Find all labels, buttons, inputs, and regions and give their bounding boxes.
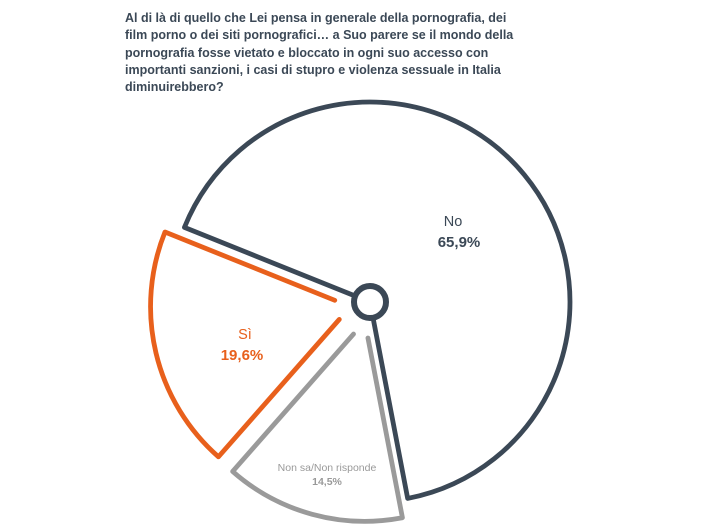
svg-text:Sì: Sì xyxy=(238,327,252,343)
svg-text:19,6%: 19,6% xyxy=(221,347,264,364)
svg-text:Non sa/Non risponde: Non sa/Non risponde xyxy=(278,462,377,474)
svg-text:No: No xyxy=(444,214,463,230)
svg-text:65,9%: 65,9% xyxy=(438,234,481,251)
svg-text:14,5%: 14,5% xyxy=(312,476,342,488)
